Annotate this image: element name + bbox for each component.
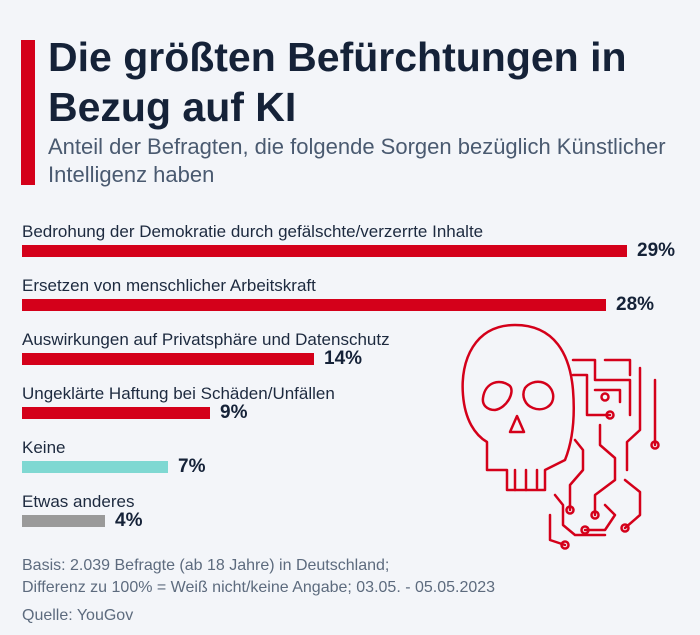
bar xyxy=(22,245,627,257)
bar xyxy=(22,299,606,311)
bar xyxy=(22,461,168,473)
chart-footer: Basis: 2.039 Befragte (ab 18 Jahre) in D… xyxy=(22,555,682,627)
bar-value-label: 7% xyxy=(178,456,206,477)
chart-title: Die größten Befürchtungen in Bezug auf K… xyxy=(48,34,627,130)
bar-label: Etwas anderes xyxy=(22,492,135,511)
chart-subtitle: Anteil der Befragten, die folgende Sorge… xyxy=(48,134,666,187)
bar-label: Auswirkungen auf Privatsphäre und Datens… xyxy=(22,330,390,349)
bar-value-label: 9% xyxy=(220,402,248,423)
bar-value-label: 28% xyxy=(616,294,655,315)
bar xyxy=(22,353,314,365)
bar xyxy=(22,515,105,527)
bar-label: Ungeklärte Haftung bei Schäden/Unfällen xyxy=(22,384,335,403)
bar-label: Bedrohung der Demokratie durch gefälscht… xyxy=(22,222,484,241)
bar-value-label: 14% xyxy=(324,348,363,369)
bar-label: Ersetzen von menschlicher Arbeitskraft xyxy=(22,276,316,295)
skull-circuit-icon xyxy=(461,323,660,550)
bar-value-label: 29% xyxy=(637,240,676,261)
bar-label: Keine xyxy=(22,438,66,457)
title-accent-bar xyxy=(21,40,35,185)
footer-note: Differenz zu 100% = Weiß nicht/keine Ang… xyxy=(22,579,496,596)
bar xyxy=(22,407,210,419)
footer-source: Quelle: YouGov xyxy=(22,607,134,624)
bar-value-label: 4% xyxy=(115,510,143,531)
footer-basis: Basis: 2.039 Befragte (ab 18 Jahre) in D… xyxy=(22,557,390,574)
